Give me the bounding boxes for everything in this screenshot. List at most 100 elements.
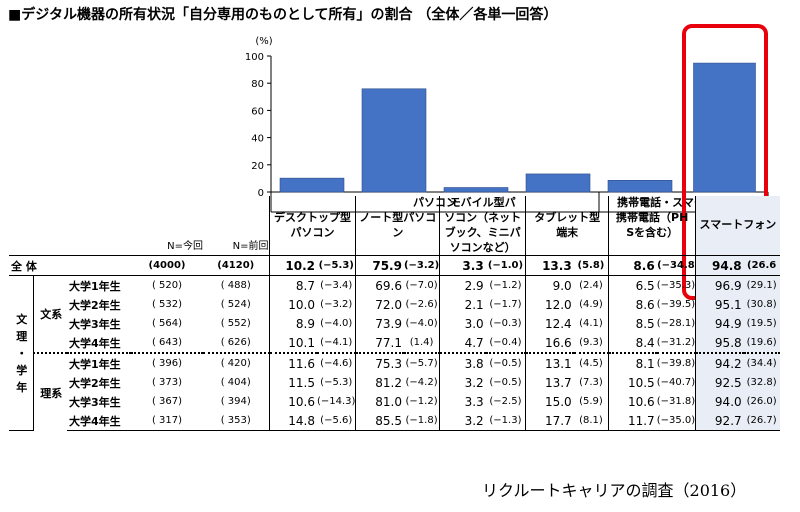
value-cell: 13.1 [525, 353, 574, 374]
axis-label-char: 学 [16, 363, 28, 377]
y-tick-label: 40 [251, 134, 264, 145]
diff-cell: (−7.0) [405, 280, 438, 292]
row-label: 大学3年生 [69, 317, 121, 331]
value-cell: 3.3 [439, 255, 486, 277]
value-cell: 72.0 [355, 295, 404, 315]
value-cell: 10.6 [268, 392, 317, 412]
value-cell: 10.0 [268, 295, 317, 315]
diff-cell: (19.6) [743, 333, 780, 355]
diff-cell: (30.8) [743, 295, 780, 315]
value-cell: 10.1 [268, 333, 317, 355]
bar-3 [443, 187, 509, 193]
row-label: 大学1年生 [69, 279, 121, 293]
value-cell: 8.9 [268, 314, 317, 334]
diff-cell: (−5.6) [317, 411, 356, 432]
n-prev: ( 524) [220, 299, 251, 311]
value-cell: 77.1 [355, 333, 404, 355]
diff-cell: (5.9) [579, 396, 603, 408]
diff-cell: (−0.3) [489, 318, 522, 330]
axis-label: 文理・学年 [9, 275, 34, 432]
value-cell: 8.6 [608, 255, 657, 277]
value-cell: 12.4 [525, 314, 574, 334]
value-cell: 94.9 [695, 314, 744, 334]
value-cell: 96.9 [695, 275, 744, 296]
column-header-text: ン [392, 225, 404, 239]
value-cell: 92.5 [695, 373, 744, 393]
value-cell: 3.3 [439, 392, 486, 412]
column-header-2: ノート型パソコン [355, 196, 440, 256]
column-header-text: 携帯電話（PH [616, 210, 689, 224]
column-header-text: 端末 [556, 225, 579, 239]
header-spacer [9, 196, 131, 256]
diff-cell: (8.1) [573, 411, 609, 432]
value-cell: 17.7 [525, 411, 574, 432]
bar-1 [279, 177, 345, 193]
value-cell: 2.9 [439, 275, 486, 296]
column-header-text: ソコンなど） [449, 240, 516, 254]
row-label: 大学2年生 [69, 298, 121, 312]
n-now: ( 564) [151, 318, 183, 330]
diff-cell: (−4.6) [320, 358, 353, 370]
value-cell: 15.0 [525, 392, 574, 412]
diff-cell: (5.8) [573, 255, 609, 277]
column-header-4: タブレット型 端末 [525, 196, 609, 256]
axis-label-char: 年 [16, 380, 28, 394]
diff-cell: (−1.3) [485, 411, 526, 432]
y-tick-label: 100 [245, 52, 264, 63]
value-cell: 3.8 [439, 353, 486, 374]
table-row-total: 全 体 (4000) (4120) 10.2 (−5.3) 75.9 (−3.2) 3.3 (−… [9, 255, 780, 277]
value-cell: 85.5 [355, 411, 404, 432]
source-note: リクルートキャリアの調査（2016） [482, 481, 747, 500]
value-cell: 11.6 [268, 353, 317, 374]
value-cell: 8.7 [268, 275, 317, 296]
value-cell: 14.8 [268, 411, 317, 432]
n-now: ( 643) [131, 333, 203, 355]
diff-cell: (−40.7) [656, 377, 696, 389]
y-tick-label: 20 [251, 161, 264, 172]
value-cell: 69.6 [355, 275, 404, 296]
value-cell: 11.5 [268, 373, 317, 393]
column-header-text: ノート型パソコ [359, 210, 437, 224]
value-cell: 75.9 [355, 255, 404, 277]
n-now: ( 317) [131, 411, 203, 432]
n-prev: ( 552) [220, 318, 251, 330]
value-cell: 10.2 [268, 255, 317, 277]
value-cell: 6.5 [608, 275, 657, 296]
diff-cell: (32.8) [743, 373, 780, 393]
n-now: ( 532) [151, 299, 183, 311]
diff-cell: (−0.5) [489, 358, 522, 370]
bar-4 [525, 173, 591, 193]
value-cell: 8.4 [608, 333, 657, 355]
diff-cell: (−34.8 [656, 255, 696, 277]
column-header-text: モバイル型パ [449, 196, 516, 209]
diff-cell: (−28.1) [656, 318, 696, 330]
value-cell: 10.6 [608, 392, 657, 412]
diff-cell: (−3.2) [403, 255, 440, 277]
diff-cell: (−39.5) [656, 299, 696, 311]
diff-cell: (2.4) [579, 280, 603, 292]
value-cell: 8.1 [608, 353, 657, 374]
table-row: 大学2年生 ( 532) ( 524) 10.0 (−3.2) 72.0 (−2.6) 2.1… [9, 295, 780, 315]
value-cell: 13.7 [525, 373, 574, 393]
chart-title: ■デジタル機器の所有状況「自分専用のものとして所有」の割合 （全体／各単一回答） [8, 7, 558, 23]
value-cell: 16.6 [525, 333, 574, 355]
row-label: 大学3年生 [69, 395, 121, 409]
bar-6 [693, 62, 756, 193]
y-axis-unit-label: (%) [255, 36, 272, 47]
diff-cell: (−0.4) [485, 333, 526, 355]
row-label: 大学1年生 [69, 357, 121, 371]
n-prev: ( 488) [220, 280, 251, 292]
value-cell: 4.7 [439, 333, 486, 355]
value-cell: 95.1 [695, 295, 744, 315]
axis-label-char: ・ [16, 346, 28, 360]
diff-cell: (−35.0) [656, 411, 696, 432]
n-prev: ( 353) [203, 411, 269, 432]
group-label-2: 理系 [40, 386, 63, 400]
column-header-text: Sを含む） [626, 225, 679, 239]
axis-label-char: 理 [16, 329, 28, 343]
column-header-text: ソコン（ネット [444, 210, 522, 224]
table-row: 理系 大学1年生 ( 396) ( 420) 11.6 (−4.6) 75.3 (−5.7) 3… [9, 353, 780, 400]
value-cell: 94.2 [695, 353, 744, 374]
diff-cell: (7.3) [579, 377, 603, 389]
y-tick-label: 80 [251, 79, 264, 90]
